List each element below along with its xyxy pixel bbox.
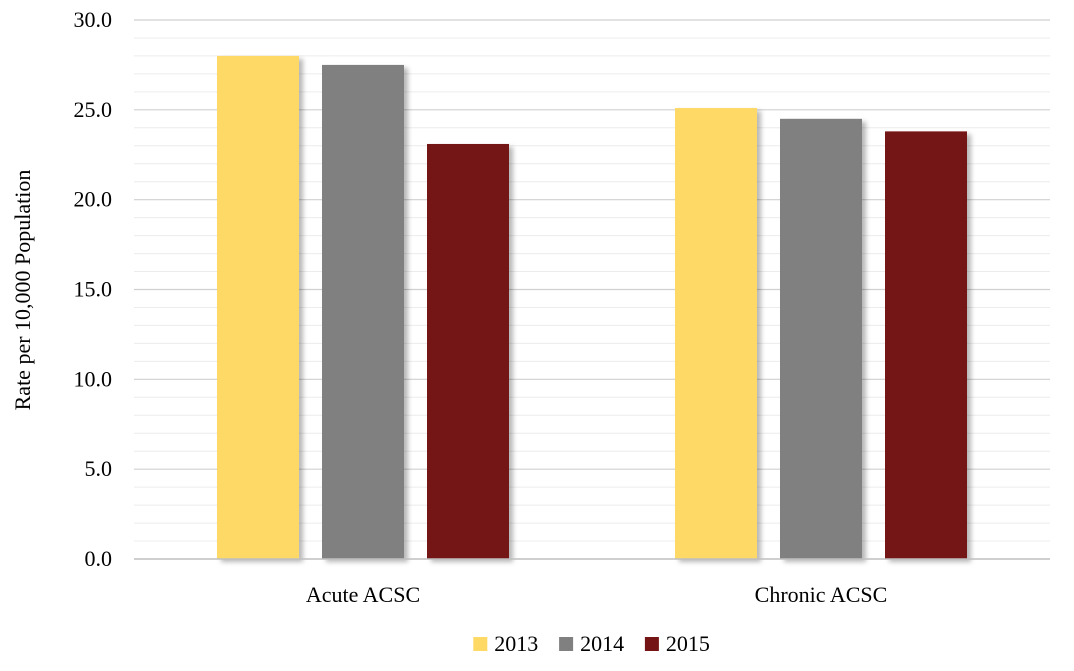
legend-label: 2014 (580, 631, 624, 656)
axes: 0.0 5.0 10.0 15.0 20.0 25.0 30.0 Acute ACSC Chro… (74, 7, 1050, 607)
legend: 2013 2014 2015 (473, 631, 710, 656)
y-axis-label: Rate per 10,000 Population (10, 170, 35, 411)
bar-2013-chronic-acsc (675, 108, 757, 559)
y-tick-label: 0.0 (85, 546, 113, 571)
y-tick-label: 25.0 (74, 97, 113, 122)
legend-label: 2015 (666, 631, 710, 656)
legend-swatch-2015 (644, 637, 659, 651)
bar-2015-chronic-acsc (885, 131, 967, 560)
x-category-label: Acute ACSC (306, 582, 420, 607)
bar-2013-acute-acsc (217, 55, 299, 559)
bar-2014-chronic-acsc (780, 118, 862, 560)
bars (217, 55, 967, 560)
legend-swatch-2013 (473, 637, 488, 651)
x-category-label: Chronic ACSC (755, 582, 888, 607)
y-tick-label: 20.0 (74, 187, 113, 212)
legend-swatch-2014 (559, 637, 574, 651)
bar-2014-acute-acsc (322, 64, 404, 560)
legend-label: 2013 (494, 631, 538, 656)
bar-2015-acute-acsc (427, 143, 509, 559)
y-tick-label: 5.0 (85, 456, 113, 481)
y-tick-label: 10.0 (74, 366, 113, 391)
y-tick-label: 30.0 (74, 7, 113, 32)
y-tick-label: 15.0 (74, 277, 113, 302)
